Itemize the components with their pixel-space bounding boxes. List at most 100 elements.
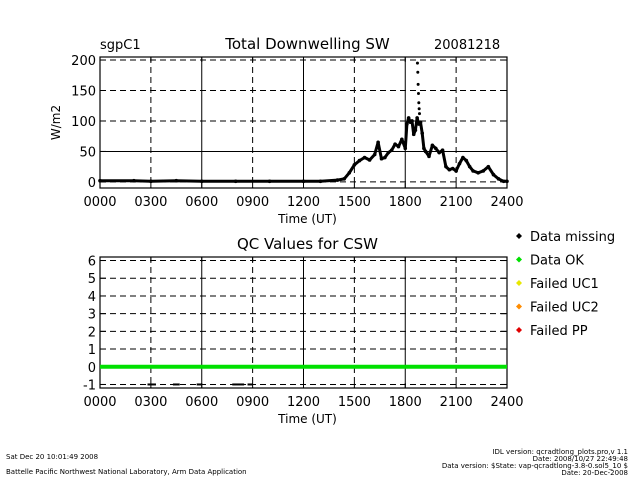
x-tick-label: 0000 — [83, 195, 116, 210]
sw-data-point — [132, 178, 136, 183]
footer-data-date: Date: 20-Dec-2008 — [561, 469, 628, 477]
footer-idl-date: Date: 2008/10/27 22:49:48 — [532, 455, 628, 463]
x-tick-label: 1500 — [338, 195, 371, 210]
sw-data-point — [396, 144, 401, 149]
sw-data-point — [437, 150, 441, 155]
sw-spike-point — [417, 101, 421, 105]
chart-title: QC Values for CSW — [237, 235, 378, 253]
sw-spike-point — [415, 61, 419, 65]
sw-spike-point — [416, 82, 420, 86]
legend: Data missing Data OK Failed UC1 Failed UC2 F… — [516, 230, 615, 339]
footer-org: Battelle Pacific Northwest National Labo… — [6, 468, 247, 476]
sw-data-point — [457, 161, 462, 166]
y-tick-label: 100 — [71, 115, 96, 130]
legend-marker — [516, 327, 522, 333]
y-axis-label: W/m2 — [49, 105, 63, 140]
legend-label: Failed UC1 — [530, 277, 599, 292]
legend-marker — [516, 303, 522, 310]
sw-data-point — [454, 169, 458, 173]
sw-data-point — [98, 178, 102, 183]
sw-data-point — [383, 155, 387, 160]
legend-label: Failed UC2 — [530, 301, 599, 316]
sw-data-point — [352, 163, 357, 167]
sw-data-point — [467, 164, 472, 169]
sw-data-point — [376, 140, 380, 145]
sw-spike-point — [416, 92, 420, 96]
sw-data-point — [347, 170, 352, 175]
sw-data-point — [444, 164, 448, 169]
sw-data-point — [403, 146, 408, 151]
legend-label: Failed PP — [530, 324, 588, 339]
x-tick-label: 2400 — [490, 195, 523, 210]
sw-data-point — [389, 148, 394, 153]
sw-data-point — [267, 179, 272, 184]
sw-data-point — [415, 116, 419, 120]
y-tick-label: 2 — [88, 325, 96, 340]
x-tick-label: 0600 — [185, 395, 218, 410]
legend-label: Data missing — [530, 230, 615, 245]
sw-data-point — [486, 164, 491, 169]
x-tick-label: 2400 — [490, 395, 523, 410]
x-axis-label: Time (UT) — [277, 412, 337, 426]
x-tick-label: 0900 — [236, 395, 269, 410]
sw-data-point — [335, 178, 340, 182]
site-label: sgpC1 — [100, 38, 141, 53]
sw-data-point — [501, 179, 506, 184]
sw-data-point — [440, 148, 445, 153]
sw-data-point — [386, 150, 391, 155]
y-tick-label: 200 — [71, 54, 96, 69]
legend-label: Data OK — [530, 254, 584, 269]
x-tick-label: 1500 — [338, 395, 371, 410]
x-tick-label: 2100 — [440, 195, 473, 210]
sw-data-point — [418, 120, 423, 124]
sw-data-point — [318, 179, 323, 184]
legend-marker — [516, 233, 522, 239]
x-tick-label: 1200 — [287, 195, 320, 210]
sw-data-point — [367, 158, 372, 162]
sw-data-point — [393, 142, 397, 146]
sw-data-point — [496, 177, 501, 181]
legend-marker — [516, 256, 522, 263]
sw-data-point — [149, 179, 153, 184]
footer-idl-version: IDL version: qcradtlong_plots.pro,v 1.1 — [492, 448, 628, 456]
sw-data-point — [423, 149, 428, 154]
y-tick-label: 50 — [79, 145, 96, 160]
sw-data-point — [379, 156, 384, 161]
x-tick-label: 0600 — [185, 195, 218, 210]
sw-data-point — [447, 167, 452, 172]
sw-data-point — [410, 119, 414, 123]
sw-spike-point — [417, 112, 421, 116]
qc-plot: 0000 0300 0600 0900 1200 1500 1800 2100 2400 -1 0 1… — [83, 235, 524, 426]
sw-data-point — [505, 179, 509, 184]
sw-data-point — [362, 155, 367, 160]
sw-data-point — [406, 116, 411, 120]
sw-data-point — [422, 146, 426, 151]
sw-data-point — [491, 172, 496, 177]
sw-data-point — [481, 169, 486, 173]
sw-data-point — [427, 154, 431, 159]
sw-data-point — [471, 169, 475, 173]
sw-data-point — [405, 122, 409, 126]
y-tick-label: 0 — [88, 361, 96, 376]
sw-data-point — [199, 179, 204, 184]
sw-data-point — [413, 128, 418, 132]
y-tick-label: 4 — [88, 290, 96, 305]
sw-data-point — [464, 158, 469, 163]
footer-timestamp: Sat Dec 20 10:01:49 2008 — [6, 453, 99, 461]
sw-data-point — [342, 177, 347, 181]
y-tick-label: -1 — [83, 378, 96, 393]
sw-data-point — [430, 143, 435, 148]
x-tick-label: 2100 — [440, 395, 473, 410]
sw-data-point — [174, 178, 179, 183]
x-tick-label: 1800 — [389, 195, 422, 210]
x-axis-label: Time (UT) — [277, 212, 337, 226]
x-tick-label: 0300 — [134, 195, 167, 210]
footer-data-version: Data version: $State: vap-qcradtlong-3.8… — [441, 462, 628, 470]
y-tick-label: 1 — [88, 343, 96, 358]
sw-data-point — [400, 137, 404, 142]
sw-plot: 0000 0300 0600 0900 1200 1500 1800 2100 2400 0 50 1… — [49, 35, 524, 226]
sw-data-point — [461, 155, 465, 160]
x-tick-label: 1200 — [287, 395, 320, 410]
